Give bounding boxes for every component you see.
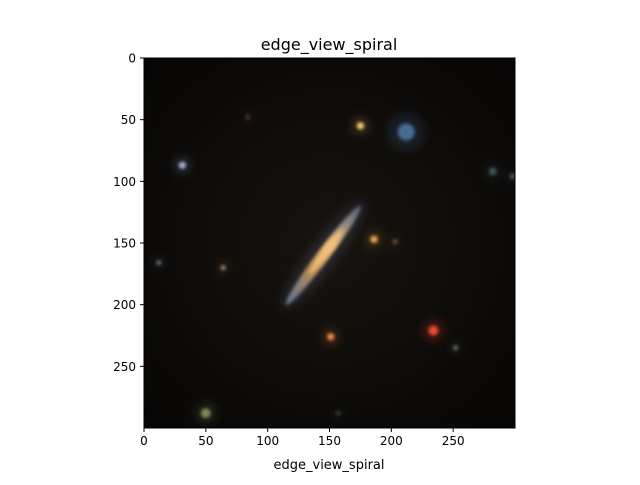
y-tick-label: 250: [113, 360, 136, 374]
source-core: [335, 410, 341, 416]
source-11: [195, 402, 217, 424]
x-axis: 0 50 100 150 200 250: [140, 428, 465, 448]
source-7: [153, 257, 165, 268]
y-tick-label: 50: [121, 113, 136, 127]
source-9: [322, 328, 339, 345]
galaxy: [281, 201, 365, 310]
galaxy-layer: [281, 201, 365, 310]
y-tick-label: 150: [113, 237, 136, 251]
source-13: [507, 171, 515, 182]
x-axis-label: edge_view_spiral: [274, 458, 385, 473]
source-core: [327, 333, 335, 341]
source-core: [397, 123, 415, 141]
source-3: [174, 157, 191, 174]
y-tick-label: 100: [113, 175, 136, 189]
source-core: [178, 161, 186, 169]
x-tick-label: 250: [442, 434, 465, 448]
source-8: [422, 320, 444, 341]
source-core: [510, 174, 515, 179]
x-tick-label: 200: [380, 434, 403, 448]
galaxy-bulge: [309, 229, 344, 274]
y-tick-label: 200: [113, 298, 136, 312]
source-2: [387, 113, 425, 151]
source-core: [201, 408, 211, 419]
source-6: [217, 262, 229, 273]
source-4: [366, 231, 382, 248]
source-core: [356, 122, 365, 130]
source-15: [332, 408, 344, 419]
point-sources: [153, 112, 515, 424]
source-core: [392, 239, 398, 245]
source-core: [245, 114, 251, 120]
x-tick-label: 100: [256, 434, 279, 448]
source-1: [352, 118, 369, 134]
source-core: [156, 260, 162, 266]
x-tick-label: 0: [140, 434, 148, 448]
y-tick-label: 0: [128, 52, 136, 66]
source-core: [453, 345, 459, 351]
source-12: [484, 163, 501, 180]
source-core: [220, 265, 226, 271]
chart-title: edge_view_spiral: [261, 35, 398, 55]
x-tick-label: 150: [318, 434, 341, 448]
x-tick-label: 50: [198, 434, 213, 448]
source-core: [370, 235, 378, 243]
source-10: [450, 342, 461, 354]
source-core: [489, 167, 497, 176]
source-14: [242, 112, 254, 123]
source-core: [428, 325, 439, 336]
source-5: [389, 236, 401, 247]
y-axis: 0 50 100 150 200 250: [113, 52, 144, 374]
